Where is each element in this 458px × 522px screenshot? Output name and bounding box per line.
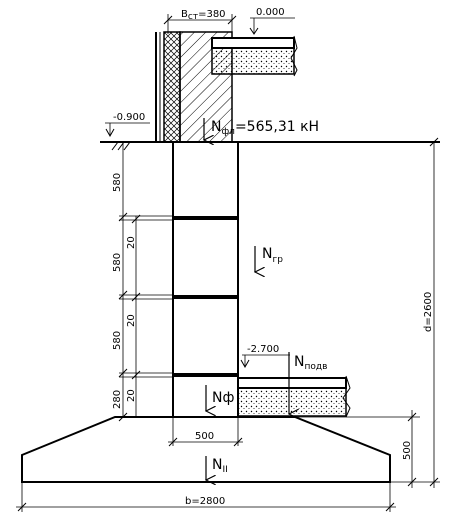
svg-text:Nфл=565,31 кН: Nфл=565,31 кН — [211, 119, 319, 137]
load-blocks-arrow: Nгр — [255, 246, 283, 272]
wall-width-dimension: 500 — [168, 417, 243, 447]
load-top-value: =565,31 кН — [235, 119, 319, 135]
floor-level-label: 0.000 — [256, 7, 285, 18]
block-height-3: 580 — [112, 331, 123, 350]
base-block-height: 280 — [112, 390, 123, 409]
block-height-1: 580 — [112, 173, 123, 192]
joint-1: 20 — [126, 236, 137, 249]
load-base-label: N — [212, 457, 222, 473]
basement-level-mark: -2.700 — [240, 344, 290, 369]
load-blocks-label: N — [262, 246, 272, 262]
slab-width-label: b=2800 — [185, 496, 225, 507]
slab-width-dimension: b=2800 — [16, 482, 396, 512]
floor-level-mark: 0.000 — [249, 7, 295, 35]
load-base-arrow: NII — [206, 456, 228, 480]
load-top-label: N — [211, 119, 221, 135]
slab-height-dimension: 500 — [295, 410, 440, 488]
wall-thickness-value: =380 — [198, 9, 225, 20]
wall-thickness-sub: ст — [188, 12, 198, 22]
basement-level-label: -2.700 — [247, 344, 279, 355]
load-top-arrow: Nфл=565,31 кН — [204, 118, 319, 140]
block-height-2: 580 — [112, 253, 123, 272]
upper-wall — [155, 31, 233, 143]
ground-level-label: -0.900 — [113, 112, 145, 123]
load-foundation-arrow: Nф — [206, 385, 234, 411]
foundation-wall — [172, 142, 239, 418]
load-floor-arrow: Nподв — [289, 352, 327, 414]
joint-2: 20 — [126, 314, 137, 327]
joint-3: 20 — [126, 389, 137, 402]
load-top-sub: фл — [221, 127, 234, 137]
load-floor-label: N — [294, 354, 304, 370]
load-foundation-label: Nф — [212, 390, 234, 406]
load-floor-sub: подв — [304, 362, 327, 372]
floor-slab-top — [211, 35, 298, 77]
slab-height-label: 500 — [402, 441, 413, 460]
svg-text:NII: NII — [212, 457, 228, 475]
svg-text:Bст=380: Bст=380 — [181, 9, 226, 22]
ground-line — [100, 141, 440, 151]
depth-label: d=2600 — [423, 292, 434, 332]
svg-text:Nподв: Nподв — [294, 354, 327, 372]
left-dimension-chain: 580 580 580 280 20 20 20 — [112, 142, 173, 422]
load-blocks-sub: гр — [272, 255, 283, 265]
wall-thickness-label: B — [181, 9, 188, 20]
ground-level-mark: -0.900 — [105, 112, 150, 138]
basement-floor-slab — [237, 375, 351, 418]
wall-thickness-dimension: Bст=380 — [163, 9, 237, 34]
depth-dimension: d=2600 — [423, 137, 439, 488]
svg-text:Nгр: Nгр — [262, 246, 283, 265]
load-base-sub: II — [222, 465, 227, 475]
wall-width-label: 500 — [195, 431, 214, 442]
